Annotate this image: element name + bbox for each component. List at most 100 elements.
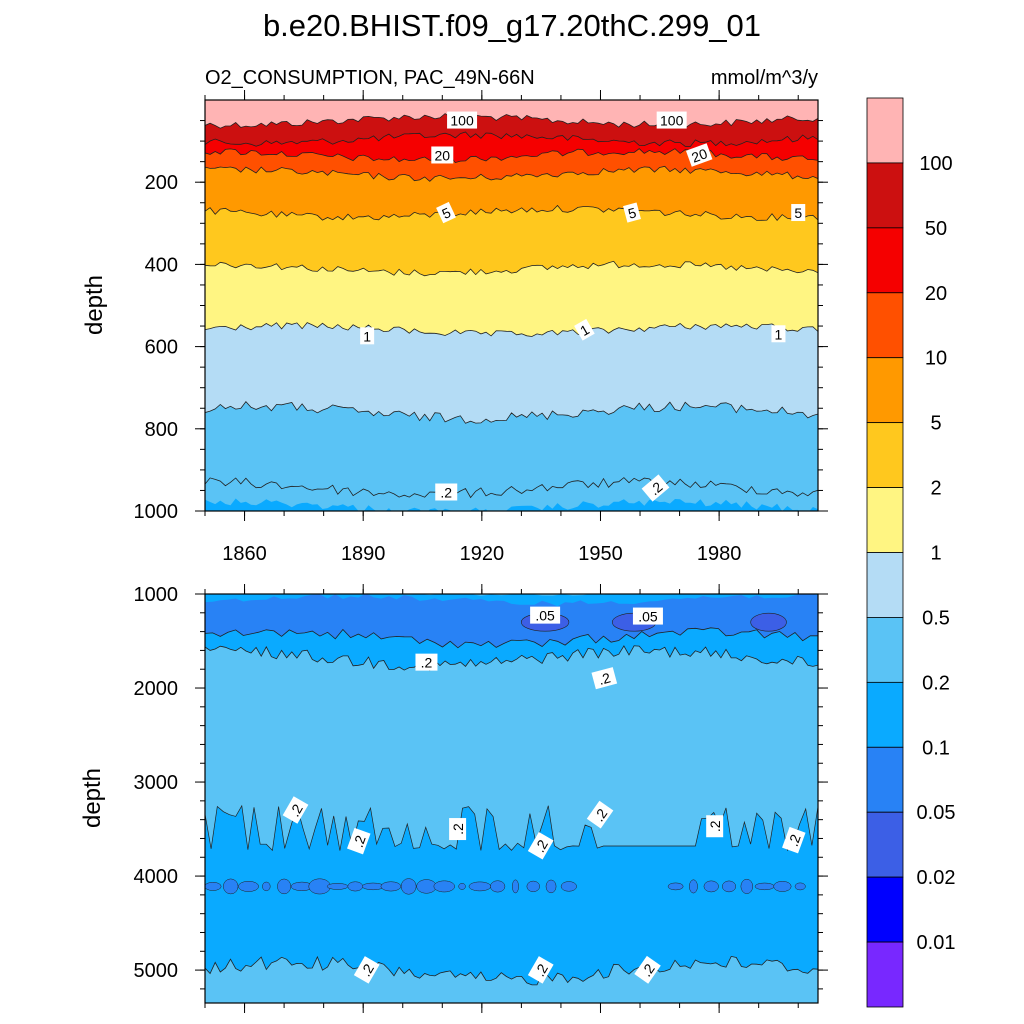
colorbar-label: 20 [925, 283, 947, 305]
units-label: mmol/m^3/y [711, 67, 818, 89]
lower-patch-0p05-deep [223, 878, 239, 895]
lower-contour-label: .05 [530, 606, 561, 624]
lower-patch-0p05-deep [526, 880, 540, 893]
upper-contour-label: 5 [791, 204, 806, 222]
lower-patch-0p05-deep [667, 882, 684, 891]
svg-text:.2: .2 [707, 820, 723, 832]
colorbar-swatch [866, 552, 904, 618]
svg-text:.2: .2 [421, 655, 433, 671]
svg-text:20: 20 [435, 147, 451, 163]
lower-patch-0p05 [750, 612, 787, 632]
svg-text:1: 1 [363, 328, 371, 344]
lower-panel: .05 .05 .2 .2 .2 .2 .2 .2 .2 .2 .2 .2 .2 .2 1000 2000 3… [79, 584, 828, 1013]
colorbar-label: 0.5 [922, 607, 950, 629]
svg-text:5: 5 [794, 205, 802, 221]
x-tick-label: 1950 [578, 543, 623, 565]
upper-contour-line-10 [205, 165, 818, 182]
lower-y-tick-label: 3000 [134, 772, 179, 794]
colorbar-swatch [866, 941, 904, 1008]
figure-title: b.e20.BHIST.f09_g17.20thC.299_01 [263, 8, 761, 43]
upper-y-tick-label: 800 [145, 419, 178, 441]
lower-patch-0p05-deep [458, 883, 466, 890]
colorbar-label: 0.2 [922, 672, 950, 694]
upper-contour-lines [205, 112, 818, 499]
lower-patch-0p05-deep [326, 883, 349, 890]
colorbar-label: 0.02 [917, 867, 956, 889]
x-tick-label: 1980 [697, 543, 742, 565]
lower-patch-0p05-deep [689, 879, 698, 894]
upper-contour-label: 1 [574, 318, 595, 341]
colorbar-swatch [866, 97, 904, 164]
lower-contour-label: .2 [782, 826, 806, 854]
colorbar-swatch [866, 227, 904, 294]
svg-text:.2: .2 [785, 832, 804, 849]
lower-patch-0p05-deep [490, 880, 506, 893]
svg-text:100: 100 [660, 113, 684, 129]
colorbar-label: 5 [930, 413, 941, 435]
colorbar-label: 100 [919, 153, 952, 175]
colorbar-swatch [866, 617, 904, 683]
upper-y-tick-label: 600 [145, 337, 178, 359]
upper-contour-line-0p2 [205, 477, 818, 499]
lower-contour-label: .2 [706, 815, 724, 838]
lower-contour-line-0p2-deep [205, 955, 818, 986]
colorbar-swatch [866, 746, 904, 813]
colorbar-label: 0.01 [917, 932, 956, 954]
x-tick-label: 1920 [460, 543, 505, 565]
upper-contour-fills [205, 100, 818, 511]
lower-contour-label: .05 [632, 607, 663, 625]
upper-contour-label: 100 [447, 111, 478, 129]
lower-y-tick-label: 1000 [134, 584, 179, 606]
upper-contour-label: 1 [771, 325, 786, 343]
variable-label: O2_CONSUMPTION, PAC_49N-66N [205, 67, 535, 89]
upper-contour-label: 1 [360, 327, 375, 345]
lower-patch-0p05-deep [433, 880, 455, 893]
lower-patch-0p05-deep [560, 881, 577, 892]
lower-contour-label: .2 [527, 956, 554, 984]
lower-contour-label: .2 [591, 667, 618, 690]
lower-patch-0p05-deep [545, 879, 557, 894]
lower-patch-0p05-deep [468, 881, 491, 892]
lower-contour-line-0p2-top [205, 645, 818, 672]
upper-contour-line-0p5 [205, 400, 818, 424]
upper-y-tick-label: 1000 [134, 501, 179, 523]
upper-axis-ticks: 1860 1890 1920 1950 1980 200 400 600 800 1000 [134, 90, 828, 565]
upper-y-tick-label: 400 [145, 254, 178, 276]
lower-patch-0p05-deep [347, 881, 364, 892]
upper-contour-line-100 [205, 112, 818, 129]
lower-patch-0p05-deep [703, 880, 719, 893]
lower-contour-line-0p05 [205, 627, 818, 649]
upper-contour-line-2 [205, 260, 818, 277]
x-tick-label: 1860 [222, 543, 267, 565]
lower-y-tick-label: 2000 [134, 678, 179, 700]
upper-contour-line-50 [205, 131, 818, 148]
colorbar-label: 0.1 [922, 737, 950, 759]
svg-text:.2: .2 [350, 833, 369, 850]
lower-patch-0p05-deep [262, 881, 271, 892]
upper-contour-label: 100 [656, 111, 687, 129]
svg-text:.2: .2 [440, 485, 452, 501]
upper-contour-line-20 [205, 148, 818, 164]
colorbar-swatch [866, 357, 904, 424]
colorbar-swatch [866, 292, 904, 359]
lower-contour-label: .2 [347, 827, 371, 855]
upper-band-0p1 [205, 498, 818, 511]
lower-patch-0p05-deep [740, 878, 754, 894]
lower-patch-0p05-deep [512, 879, 519, 894]
lower-contour-fills [205, 594, 818, 1003]
lower-contour-label: .2 [586, 800, 614, 829]
svg-text:1: 1 [775, 326, 783, 342]
svg-text:20: 20 [689, 145, 709, 165]
lower-patch-0p05-deep [277, 878, 292, 895]
lower-y-tick-label: 4000 [134, 866, 179, 888]
svg-text:.2: .2 [450, 823, 466, 835]
colorbar: 100 50 20 10 5 2 1 0.5 0.2 0.1 0.05 0.02 0.01 [866, 97, 956, 1008]
lower-patch-0p05-deep [238, 880, 259, 892]
lower-patch-0p05-deep [773, 881, 792, 892]
upper-panel: 100 100 20 20 5 5 5 1 1 1 .2 .2 1860 1890 1920 1950 198… [81, 90, 828, 565]
lower-patch-0p05-deep [380, 881, 402, 892]
upper-contour-line-1 [205, 322, 818, 337]
colorbar-label: 2 [930, 478, 941, 500]
upper-contour-label: 20 [685, 143, 713, 167]
